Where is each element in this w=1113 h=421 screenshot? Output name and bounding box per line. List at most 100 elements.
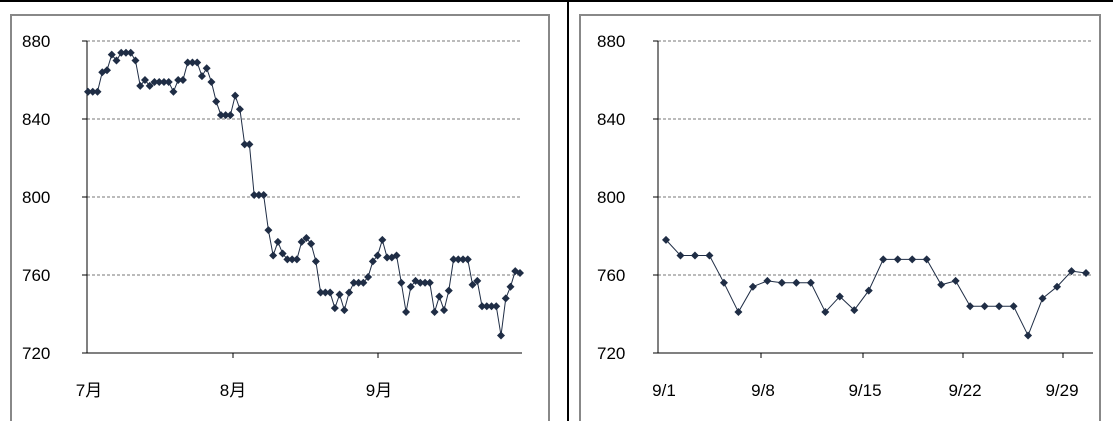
data-point xyxy=(1082,269,1090,278)
y-tick-label: 880 xyxy=(22,32,50,51)
x-tick-label: 7月 xyxy=(76,381,102,400)
data-point xyxy=(473,276,482,285)
data-point xyxy=(1067,267,1076,276)
data-point xyxy=(937,280,946,289)
data-point xyxy=(269,251,278,260)
data-point xyxy=(501,294,510,303)
data-point xyxy=(240,140,249,149)
data-point xyxy=(311,257,320,266)
data-point xyxy=(307,239,316,248)
data-point xyxy=(330,304,339,313)
x-tick-label: 9/15 xyxy=(848,381,881,400)
data-point xyxy=(449,255,458,264)
data-point xyxy=(893,255,902,264)
data-point xyxy=(254,191,263,200)
data-point xyxy=(121,48,130,57)
data-point xyxy=(145,81,154,90)
top-border xyxy=(0,0,1113,2)
data-point xyxy=(748,282,757,291)
data-point xyxy=(88,87,97,96)
data-point xyxy=(864,286,873,295)
data-point xyxy=(292,255,301,264)
data-point xyxy=(250,191,259,200)
data-point xyxy=(792,278,801,287)
data-point xyxy=(690,251,699,260)
data-point xyxy=(425,278,434,287)
data-point xyxy=(879,255,888,264)
data-point xyxy=(112,56,121,65)
data-point xyxy=(245,140,254,149)
data-point xyxy=(373,251,382,260)
data-point xyxy=(676,251,685,260)
data-point xyxy=(506,282,515,291)
data-point xyxy=(140,76,149,84)
data-point xyxy=(705,251,714,260)
data-point xyxy=(468,280,477,289)
data-point xyxy=(1024,331,1033,340)
data-point xyxy=(835,292,844,301)
data-point xyxy=(487,302,496,311)
data-point xyxy=(662,235,670,244)
data-point xyxy=(378,235,387,244)
data-point xyxy=(719,278,728,287)
data-point xyxy=(136,81,145,90)
data-point xyxy=(951,276,960,285)
data-point xyxy=(164,77,173,86)
data-point xyxy=(922,255,931,264)
data-point xyxy=(345,288,354,297)
data-point xyxy=(231,91,240,100)
data-point xyxy=(107,50,116,59)
data-point xyxy=(326,288,335,297)
data-point xyxy=(159,77,168,86)
data-point xyxy=(221,111,230,120)
data-point xyxy=(392,251,401,260)
data-point xyxy=(207,77,216,86)
data-point xyxy=(178,76,187,84)
y-tick-label: 760 xyxy=(22,266,50,285)
data-point xyxy=(421,278,430,287)
data-point xyxy=(734,308,743,317)
data-point xyxy=(340,306,349,315)
data-point xyxy=(454,255,463,264)
data-point xyxy=(478,302,487,311)
data-point xyxy=(278,249,287,258)
right-panel: 720 760 800 840 880 9/1 9/8 9/15 9/22 9/29 xyxy=(569,0,1113,421)
data-point xyxy=(966,302,975,311)
data-point xyxy=(806,278,815,287)
data-point xyxy=(364,272,373,281)
data-point xyxy=(283,255,292,264)
data-point xyxy=(216,111,225,120)
data-point xyxy=(321,288,330,297)
data-point xyxy=(259,191,268,200)
data-point xyxy=(117,48,126,57)
data-point xyxy=(516,269,524,278)
data-point xyxy=(188,58,197,67)
data-point xyxy=(383,253,392,262)
data-point xyxy=(235,105,244,114)
data-point xyxy=(150,77,159,86)
data-point xyxy=(1038,294,1047,303)
data-point xyxy=(264,226,273,235)
data-point xyxy=(440,306,449,315)
data-point xyxy=(193,58,202,67)
data-point xyxy=(174,76,183,84)
data-point xyxy=(763,276,772,285)
data-point xyxy=(980,302,989,311)
data-point xyxy=(202,64,211,73)
data-point xyxy=(368,257,377,266)
data-point xyxy=(84,87,92,96)
left-chart: 720 760 800 840 880 7月 8月 9月 xyxy=(22,32,524,400)
data-point xyxy=(226,111,235,120)
y-tick-label: 840 xyxy=(22,110,50,129)
data-point xyxy=(93,87,102,96)
x-tick-label: 9/22 xyxy=(948,381,981,400)
data-point xyxy=(777,278,786,287)
data-point xyxy=(183,58,192,67)
left-panel: 720 760 800 840 880 7月 8月 9月 xyxy=(10,0,569,421)
data-point xyxy=(482,302,491,311)
y-tick-label: 880 xyxy=(597,32,625,51)
data-point xyxy=(102,66,111,75)
data-point xyxy=(349,278,358,287)
data-point xyxy=(131,56,140,65)
